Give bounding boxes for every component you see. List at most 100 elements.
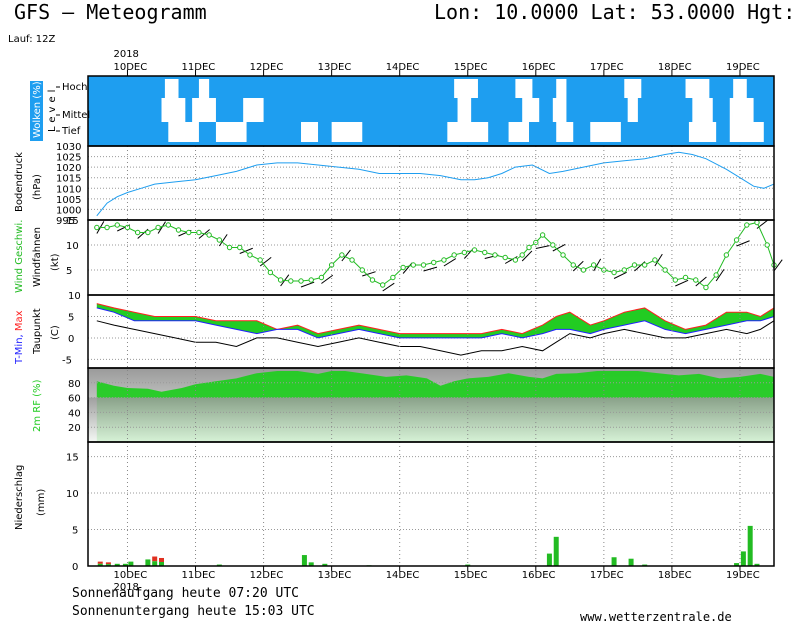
wind-barb (572, 260, 584, 272)
cloud-gap (729, 122, 764, 142)
cloud-gap (508, 122, 529, 142)
day-label-bottom: 12DEC (250, 570, 284, 581)
cloud-gap (454, 79, 478, 98)
day-label-top: 15DEC (454, 62, 488, 73)
wind-point (318, 274, 325, 281)
temp-min-line (96, 307, 775, 339)
wind-point (754, 219, 760, 226)
precip-bar-snow (152, 556, 158, 562)
wind-point (237, 244, 243, 251)
wind-barb (300, 281, 315, 288)
wind-barb (736, 240, 750, 247)
wind-point (693, 277, 699, 283)
cloud-gap (301, 122, 319, 142)
wind-point (641, 262, 648, 268)
wind-point (431, 259, 437, 266)
day-label-bottom: 16DEC (522, 570, 556, 581)
wind-point (461, 249, 468, 256)
wind-barb (423, 266, 438, 272)
precip-bar (628, 558, 634, 566)
precip-bar (734, 563, 740, 566)
temp-unit-label: (C) (50, 325, 61, 340)
pressure-tick-label: 995 (56, 216, 75, 227)
rh-tick-label: 20 (68, 423, 81, 434)
wind-barb (362, 271, 376, 277)
location-readout: Lon: 10.0000 Lat: 53.0000 Hgt: 8 (434, 0, 800, 24)
wind-point (379, 282, 386, 288)
precip-tick-label: 15 (66, 453, 79, 464)
cloud-gap (447, 122, 489, 142)
cloud-gap (522, 98, 540, 122)
cloud-gap (457, 98, 472, 122)
wind-point (580, 267, 587, 273)
wind-point (550, 242, 556, 248)
day-label-bottom: 18DEC (658, 570, 692, 581)
wind-point (186, 229, 192, 236)
wind-point (590, 262, 597, 268)
wind-tick-label: 5 (66, 266, 72, 277)
cloud-level-label: Hoch (62, 82, 87, 93)
temp-tick-label: 5 (68, 312, 74, 323)
wind-point (502, 254, 508, 261)
windfahnen-label: Windfahnen (32, 227, 43, 287)
day-label-top: 19DEC (726, 62, 760, 73)
temp-tick-label: 10 (68, 291, 81, 302)
wind-point (369, 277, 376, 283)
wind-point (631, 262, 638, 268)
cloud-gap (161, 98, 186, 122)
precip-bar (145, 559, 151, 566)
level-axis-label: Level (47, 86, 58, 132)
panel-frame (87, 145, 775, 221)
wind-barb (593, 258, 602, 272)
pressure-tick-label: 1010 (56, 184, 81, 195)
wind-point (390, 274, 396, 281)
precip-bar (97, 563, 103, 566)
wind-barb (715, 269, 725, 282)
wind-barb (675, 279, 689, 287)
day-label-bottom: 13DEC (318, 570, 352, 581)
wind-point (652, 257, 658, 263)
day-label-top: 17DEC (590, 62, 624, 73)
precip-bar (152, 561, 158, 566)
wind-point (723, 252, 730, 258)
wind-point (662, 267, 668, 273)
precip-bar (740, 551, 746, 566)
wind-point (400, 264, 406, 271)
year-label-top: 2018 (113, 49, 138, 60)
cloud-gap (515, 79, 533, 98)
wind-point (339, 252, 345, 258)
precip-bar (159, 561, 164, 566)
precip-bar (747, 525, 753, 566)
wind-barb (382, 282, 395, 292)
pressure-tick-label: 1025 (56, 153, 81, 164)
day-label-bottom: 17DEC (590, 570, 624, 581)
wind-barb (259, 256, 272, 267)
wind-point (744, 222, 750, 228)
cloud-gap (733, 79, 747, 98)
wind-point (124, 224, 131, 231)
wind-point (216, 237, 223, 243)
precip-axis-label: Niederschlag (14, 465, 25, 530)
panel-frame (87, 441, 775, 567)
wind-point (764, 242, 770, 248)
wind-tick-label: 15 (66, 216, 79, 227)
rh-tick-label: 40 (68, 408, 81, 419)
wind-barb (654, 253, 663, 267)
day-label-top: 14DEC (386, 62, 420, 73)
wind-point (441, 257, 447, 263)
wind-barb (443, 258, 457, 267)
cloud-gap (624, 79, 642, 98)
cloud-gap (729, 98, 754, 122)
wind-point (482, 249, 488, 256)
precip-bar-snow (97, 561, 103, 564)
day-label-bottom: 10DEC (113, 570, 147, 581)
day-label-bottom: 11DEC (182, 570, 216, 581)
precip-tick-label: 10 (66, 489, 79, 500)
wind-point (703, 284, 709, 291)
panel-frame (87, 294, 775, 369)
temp-tick-label: -5 (62, 355, 72, 366)
precip-bar (754, 563, 760, 566)
wind-barb (521, 250, 533, 262)
cloud-gap (692, 98, 713, 122)
wind-point (134, 229, 141, 236)
